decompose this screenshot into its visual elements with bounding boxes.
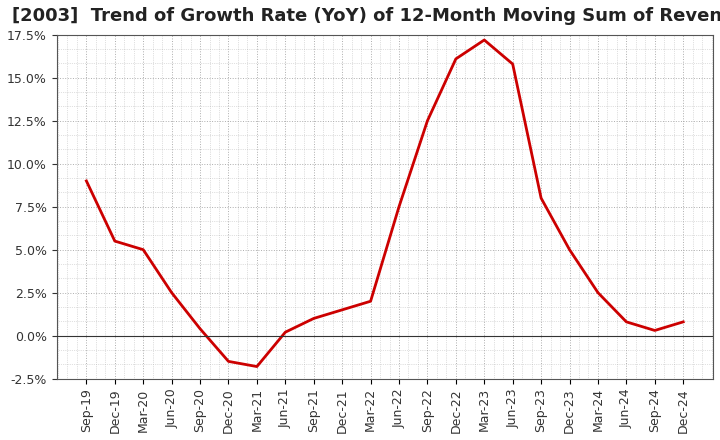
Title: [2003]  Trend of Growth Rate (YoY) of 12-Month Moving Sum of Revenues: [2003] Trend of Growth Rate (YoY) of 12-… [12, 7, 720, 25]
